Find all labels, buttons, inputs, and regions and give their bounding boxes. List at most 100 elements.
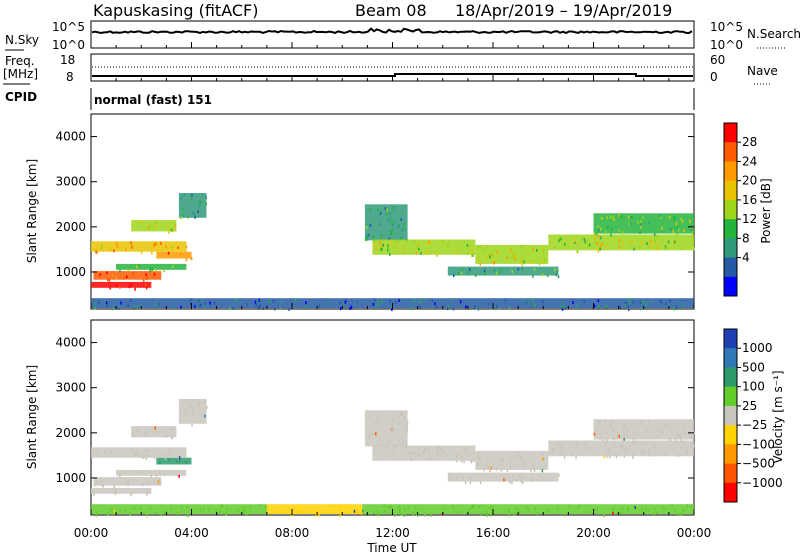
scatter-speck [246, 303, 248, 307]
scatter-speck [417, 242, 419, 246]
scatter-speck [641, 435, 643, 439]
scatter-speck [474, 305, 476, 309]
colorbar-swatch [724, 482, 737, 503]
scatter-speck [134, 287, 136, 291]
scatter-speck [265, 505, 267, 509]
scatter-speck [612, 428, 614, 432]
colorbar-tick-label: 28 [742, 135, 757, 149]
scatter-speck [415, 251, 418, 255]
scatter-speck [682, 304, 685, 308]
scatter-speck [159, 470, 161, 474]
scatter-speck [249, 505, 252, 509]
scatter-speck [486, 245, 488, 249]
scatter-speck [158, 477, 161, 481]
scatter-speck [609, 455, 611, 459]
scatter-speck [116, 244, 119, 248]
scatter-speck [168, 458, 170, 462]
scatter-speck [379, 419, 381, 422]
scatter-speck [153, 243, 155, 247]
scatter-speck [640, 421, 642, 425]
scatter-speck [188, 402, 190, 406]
scatter-speck [407, 451, 409, 455]
x-tick-label: 16:00 [476, 526, 511, 540]
y-tick-label: 2000 [55, 220, 86, 234]
scatter-speck [626, 428, 629, 432]
scatter-speck [520, 456, 522, 460]
scatter-speck [689, 220, 691, 224]
scatter-speck [668, 424, 670, 428]
scatter-region [447, 266, 559, 276]
scatter-speck [410, 307, 413, 311]
colorbar-frame [723, 328, 738, 503]
scatter-speck [586, 243, 589, 247]
scatter-region [131, 220, 177, 232]
scatter-speck [393, 246, 395, 250]
scatter-speck [396, 240, 398, 244]
colorbar-tick-label: −500 [742, 457, 775, 471]
scatter-speck [605, 449, 608, 453]
scatter-speck [489, 469, 491, 473]
scatter-speck [338, 511, 341, 515]
scatter-speck [331, 504, 334, 508]
scatter-speck [585, 510, 588, 514]
scatter-speck [375, 432, 377, 436]
scatter-speck [376, 510, 378, 514]
scatter-speck [116, 284, 118, 288]
scatter-speck [93, 493, 95, 496]
scatter-speck [659, 214, 661, 218]
scatter-speck [389, 252, 391, 256]
colorbar-tick-label: −100 [742, 437, 775, 451]
scatter-speck [606, 430, 608, 434]
scatter-speck [510, 466, 512, 470]
scatter-speck [455, 249, 458, 253]
scatter-speck [463, 460, 465, 464]
scatter-speck [140, 303, 142, 307]
scatter-speck [167, 225, 170, 229]
scatter-speck [468, 508, 470, 512]
scatter-speck [602, 426, 604, 430]
scatter-speck [680, 302, 683, 306]
scatter-region [475, 450, 549, 470]
scatter-speck [295, 298, 297, 302]
scatter-speck [190, 257, 193, 260]
scatter-speck [205, 196, 207, 200]
scatter-speck [663, 506, 665, 510]
scatter-speck [441, 449, 443, 453]
scatter-speck [628, 298, 631, 302]
scatter-speck [674, 240, 676, 244]
scatter-speck [661, 430, 664, 434]
scatter-speck [462, 476, 464, 480]
scatter-speck [642, 300, 644, 304]
scatter-speck [154, 302, 156, 306]
scatter-speck [681, 446, 683, 450]
scatter-speck [180, 410, 183, 414]
scatter-speck [419, 299, 421, 303]
scatter-speck [229, 306, 231, 310]
scatter-speck [145, 457, 147, 460]
scatter-speck [389, 299, 391, 303]
scatter-speck [621, 445, 624, 449]
scatter-speck [380, 248, 382, 252]
power-colorbar: 28 24 20 16 12 8 4 [723, 122, 757, 297]
power-y-ticks: 1000 2000 3000 4000 [55, 130, 694, 279]
scatter-speck [665, 302, 668, 306]
scatter-speck [184, 409, 187, 413]
scatter-speck [110, 451, 113, 455]
scatter-speck [558, 239, 560, 243]
scatter-speck [118, 305, 120, 309]
scatter-speck [391, 308, 393, 311]
velocity-panel: 1000 2000 3000 4000 Slant Range [km] 1000 50… [25, 319, 785, 517]
scatter-speck [370, 413, 372, 417]
scatter-speck [594, 509, 596, 513]
scatter-speck [683, 425, 685, 429]
scatter-speck [140, 470, 142, 474]
nsky-label: N.Sky [5, 33, 39, 47]
scatter-speck [396, 242, 398, 246]
scatter-region [266, 504, 363, 515]
scatter-speck [272, 299, 275, 303]
scatter-speck [130, 241, 132, 245]
scatter-speck [220, 505, 222, 508]
scatter-speck [305, 301, 307, 305]
scatter-speck [619, 215, 622, 219]
scatter-speck [541, 469, 544, 473]
